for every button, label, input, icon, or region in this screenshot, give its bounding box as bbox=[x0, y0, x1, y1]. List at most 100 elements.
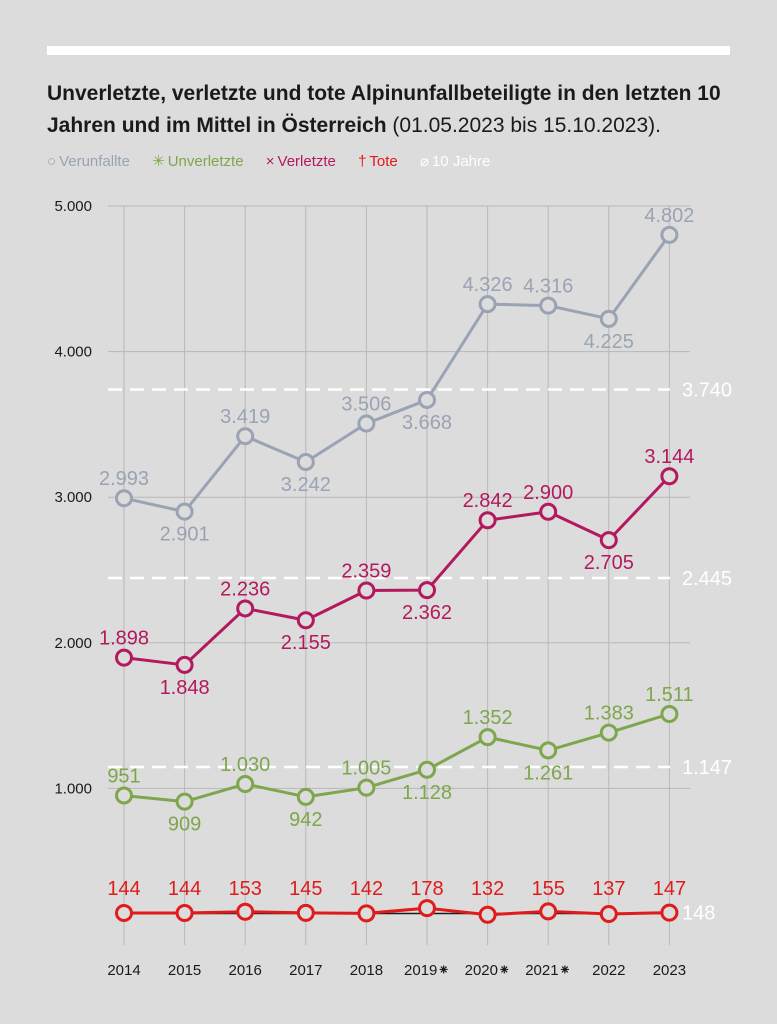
x-tick-label: 2019⁕ bbox=[404, 962, 450, 979]
data-label: 2.993 bbox=[99, 468, 149, 490]
data-label: 2.155 bbox=[281, 632, 331, 654]
data-point bbox=[660, 704, 679, 723]
data-point bbox=[357, 904, 376, 923]
data-label: 942 bbox=[289, 809, 322, 831]
data-point bbox=[296, 787, 315, 806]
data-label: 4.802 bbox=[644, 205, 694, 227]
x-tick-label: 2015 bbox=[168, 962, 201, 979]
data-label: 132 bbox=[471, 878, 504, 900]
x-tick-label: 2023 bbox=[653, 962, 686, 979]
title-bold: Unverletzte, verletzte und tote Alpinunf… bbox=[47, 82, 721, 137]
data-label: 2.901 bbox=[160, 524, 210, 546]
data-point bbox=[660, 225, 679, 244]
circle-icon: ○ bbox=[47, 153, 57, 170]
data-point bbox=[115, 489, 133, 508]
legend-item-10-jahre: ⌀ 10 Jahre bbox=[420, 153, 499, 170]
data-label: 3.668 bbox=[402, 412, 452, 434]
series-line-verletzte bbox=[123, 475, 671, 667]
data-point bbox=[660, 467, 679, 486]
data-point bbox=[660, 903, 679, 922]
data-point bbox=[357, 778, 376, 797]
data-label: 144 bbox=[107, 878, 140, 900]
data-label: 1.383 bbox=[584, 703, 634, 725]
data-label: 2.362 bbox=[402, 602, 452, 624]
reference-label: 148 bbox=[682, 902, 715, 924]
legend-label: Verunfallte bbox=[59, 153, 130, 170]
data-label: 3.506 bbox=[341, 394, 391, 416]
data-label: 155 bbox=[532, 878, 565, 900]
x-tick-label: 2017 bbox=[289, 962, 322, 979]
legend-item-verunfallte: ○ Verunfallte bbox=[47, 153, 139, 170]
data-point bbox=[418, 581, 436, 600]
data-point bbox=[478, 728, 497, 747]
data-point bbox=[175, 502, 194, 521]
title-rest: (01.05.2023 bis 15.10.2023). bbox=[386, 114, 661, 137]
data-label: 153 bbox=[229, 878, 262, 900]
data-point bbox=[175, 792, 194, 811]
data-label: 4.326 bbox=[463, 274, 513, 296]
legend-label: Unverletzte bbox=[167, 153, 244, 170]
data-label: 3.419 bbox=[220, 406, 270, 428]
data-point bbox=[357, 414, 376, 433]
asterisk-icon: ✳ bbox=[152, 153, 165, 170]
x-tick-label: 2022 bbox=[592, 962, 625, 979]
data-point bbox=[175, 904, 194, 923]
data-point bbox=[236, 427, 255, 446]
y-tick-label: 5.000 bbox=[54, 198, 92, 215]
diameter-icon: ⌀ bbox=[419, 153, 429, 170]
data-point bbox=[539, 902, 558, 921]
x-tick-label: 2021⁕ bbox=[525, 962, 571, 979]
data-label: 1.848 bbox=[160, 677, 210, 699]
data-label: 1.898 bbox=[99, 628, 149, 650]
data-label: 2.900 bbox=[523, 482, 573, 504]
data-point bbox=[115, 786, 133, 805]
data-point bbox=[115, 904, 133, 923]
top-bar bbox=[47, 46, 730, 55]
data-point bbox=[357, 581, 376, 600]
data-point bbox=[478, 511, 497, 530]
cross-icon: × bbox=[265, 153, 275, 170]
reference-label: 2.445 bbox=[682, 568, 732, 590]
data-point bbox=[539, 741, 558, 760]
data-point bbox=[478, 905, 497, 924]
data-label: 3.144 bbox=[644, 446, 694, 468]
data-label: 2.842 bbox=[463, 490, 513, 512]
x-tick-label: 2014 bbox=[107, 962, 140, 979]
data-label: 147 bbox=[653, 878, 686, 900]
data-point bbox=[539, 502, 558, 521]
x-tick-label: 2018 bbox=[350, 962, 383, 979]
data-label: 178 bbox=[410, 878, 443, 900]
reference-label: 3.740 bbox=[682, 379, 732, 401]
data-label: 142 bbox=[350, 878, 383, 900]
data-point bbox=[175, 655, 194, 674]
data-point bbox=[478, 295, 497, 314]
data-label: 145 bbox=[289, 878, 322, 900]
data-label: 1.261 bbox=[523, 762, 573, 784]
series-line-unverletzte bbox=[123, 712, 670, 804]
y-tick-label: 1.000 bbox=[54, 780, 92, 797]
legend: ○ Verunfallte ✳ Unverletzte × Verletzte † To… bbox=[47, 153, 508, 170]
data-point bbox=[296, 611, 315, 630]
legend-label: Tote bbox=[369, 153, 398, 170]
data-label: 2.705 bbox=[584, 552, 634, 574]
legend-label: 10 Jahre bbox=[431, 153, 491, 170]
x-tick-label: 2016 bbox=[229, 962, 262, 979]
y-tick-label: 2.000 bbox=[54, 635, 92, 652]
data-point bbox=[418, 760, 436, 779]
data-point bbox=[599, 309, 618, 328]
data-label: 909 bbox=[168, 814, 201, 836]
data-point bbox=[418, 899, 436, 918]
data-point bbox=[296, 452, 315, 471]
legend-item-unverletzte: ✳ Unverletzte bbox=[152, 153, 252, 170]
data-point bbox=[296, 903, 315, 922]
data-label: 2.359 bbox=[341, 561, 391, 583]
data-label: 2.236 bbox=[220, 578, 270, 600]
data-label: 1.128 bbox=[402, 782, 452, 804]
series-line-tote bbox=[124, 906, 670, 917]
data-label: 1.030 bbox=[220, 754, 270, 776]
data-point bbox=[599, 905, 618, 924]
legend-label: Verletzte bbox=[277, 153, 336, 170]
data-label: 951 bbox=[107, 766, 140, 788]
data-label: 137 bbox=[592, 878, 625, 900]
